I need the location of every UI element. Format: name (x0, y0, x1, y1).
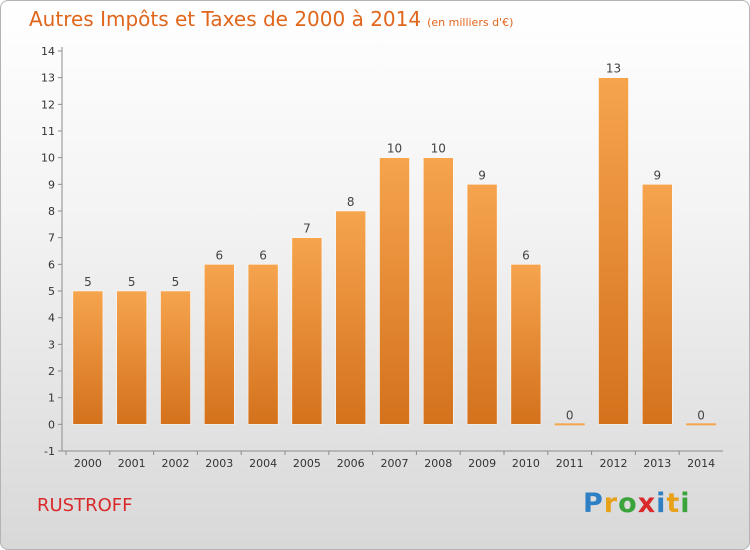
y-tick-label: 7 (48, 232, 55, 245)
data-label: 13 (606, 62, 621, 76)
x-tick-label: 2013 (643, 457, 671, 470)
proxiti-logo[interactable]: Proxiti (583, 488, 691, 519)
x-tick-label: 2012 (600, 457, 628, 470)
data-label: 0 (566, 408, 574, 422)
x-tick-label: 2005 (293, 457, 321, 470)
commune-name: RUSTROFF (37, 495, 133, 516)
chart-title: Autres Impôts et Taxes de 2000 à 2014 (en… (29, 7, 513, 31)
logo-letter: i (680, 488, 691, 519)
data-label: 6 (259, 248, 267, 262)
y-tick-label: 5 (48, 285, 55, 298)
data-label: 5 (128, 275, 136, 289)
bar (247, 264, 279, 425)
y-tick-label: 6 (48, 258, 55, 271)
data-label: 10 (387, 142, 402, 156)
logo-letter: x (637, 488, 657, 519)
bar (291, 237, 323, 425)
data-label: 5 (172, 275, 180, 289)
data-label: 0 (697, 408, 705, 422)
chart-unit: (en milliers d'€) (427, 16, 514, 29)
x-tick-label: 2011 (556, 457, 584, 470)
y-tick-label: 14 (41, 45, 55, 58)
x-tick-label: 2002 (162, 457, 190, 470)
y-tick-label: 13 (41, 72, 55, 85)
y-tick-label: 12 (41, 98, 55, 111)
y-tick-label: 8 (48, 205, 55, 218)
bar (204, 264, 235, 425)
data-label: 9 (478, 168, 486, 182)
data-label: 10 (431, 142, 446, 156)
x-tick-label: 2004 (249, 457, 277, 470)
bar (423, 157, 454, 425)
y-tick-label: 3 (48, 338, 55, 351)
x-tick-label: 2003 (205, 457, 233, 470)
data-label: 7 (303, 222, 311, 236)
data-label: 6 (522, 248, 530, 262)
data-label: 8 (347, 195, 355, 209)
x-tick-label: 2007 (381, 457, 409, 470)
y-tick-label: 0 (48, 418, 55, 431)
x-tick-label: 2000 (74, 457, 102, 470)
bar (116, 290, 147, 425)
y-tick-label: 10 (41, 152, 55, 165)
data-label: 5 (84, 275, 92, 289)
bar (335, 210, 366, 425)
x-tick-label: 2014 (687, 457, 715, 470)
logo-letter: P (583, 488, 604, 519)
bar (72, 290, 104, 425)
bar (642, 184, 673, 425)
x-tick-label: 2009 (468, 457, 496, 470)
x-tick-label: 2010 (512, 457, 540, 470)
x-tick-label: 2008 (424, 457, 452, 470)
y-tick-label: 2 (48, 365, 55, 378)
logo-letter: i (656, 488, 667, 519)
x-tick-label: 2006 (337, 457, 365, 470)
bar (160, 290, 191, 425)
bar (466, 184, 498, 425)
logo-letter: r (603, 488, 619, 519)
logo-letter: t (666, 488, 681, 519)
bar (379, 157, 410, 425)
x-tick-label: 2001 (118, 457, 146, 470)
bar (510, 264, 542, 425)
data-label: 6 (215, 248, 223, 262)
y-tick-label: 1 (48, 392, 55, 405)
bar (598, 77, 629, 425)
logo-letter: o (618, 488, 638, 519)
chart-title-text: Autres Impôts et Taxes de 2000 à 2014 (29, 7, 422, 31)
bar (686, 423, 717, 426)
bar (554, 423, 585, 426)
data-label: 9 (653, 168, 661, 182)
y-tick-label: 9 (48, 178, 55, 191)
y-tick-label: 11 (41, 125, 55, 138)
y-tick-label: 4 (48, 312, 55, 325)
y-tick-label: -1 (44, 445, 55, 458)
